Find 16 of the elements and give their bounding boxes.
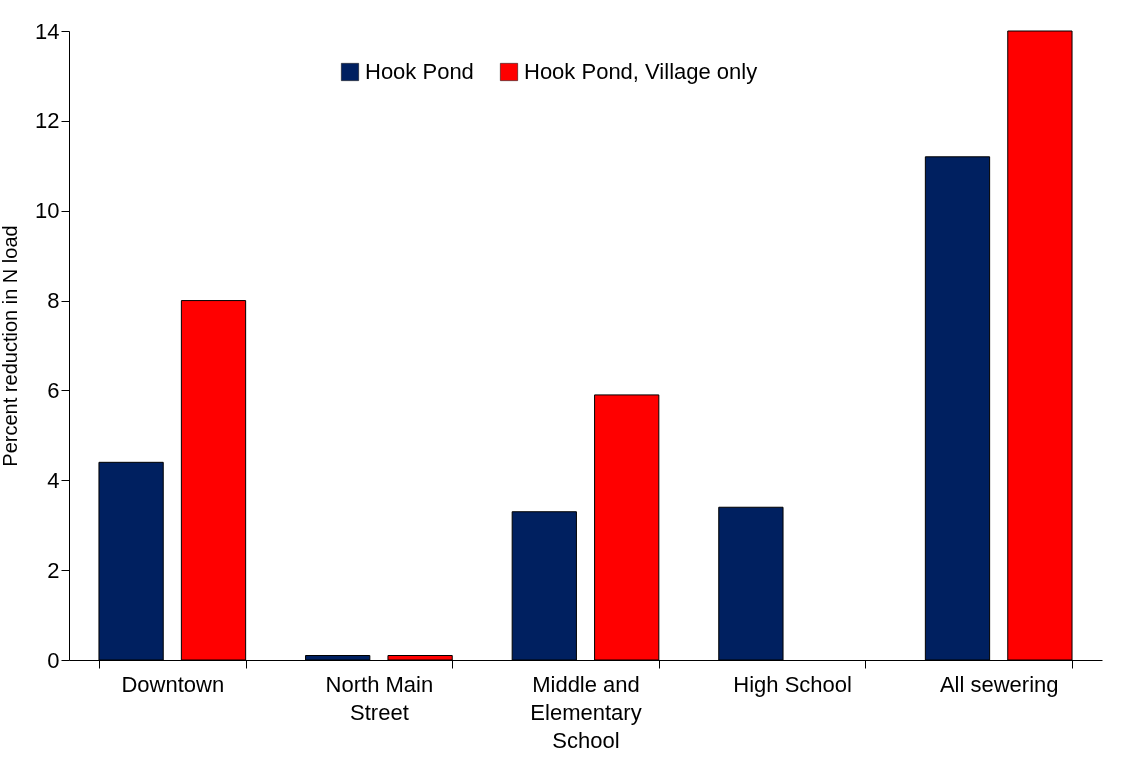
y-axis-title: Percent reduction in N load	[0, 225, 22, 467]
x-tick-label: High School	[733, 671, 852, 697]
x-tick-label: All sewering	[939, 671, 1059, 697]
x-tick-label: North Main Street	[325, 671, 434, 725]
y-tick-label: 10	[35, 198, 60, 224]
x-tick-label: Downtown	[121, 671, 225, 697]
legend-label: Hook Pond	[365, 59, 474, 84]
y-tick-label: 0	[47, 647, 60, 673]
y-tick-label: 12	[35, 108, 60, 134]
y-tick-label: 2	[47, 557, 60, 583]
y-tick-label: 14	[35, 18, 60, 44]
x-tick-label: Middle and Elementary School	[530, 671, 642, 753]
y-tick-label: 6	[47, 377, 60, 403]
y-tick-label: 4	[47, 467, 60, 493]
legend-label: Hook Pond, Village only	[524, 59, 758, 84]
y-tick-label: 8	[47, 288, 60, 314]
